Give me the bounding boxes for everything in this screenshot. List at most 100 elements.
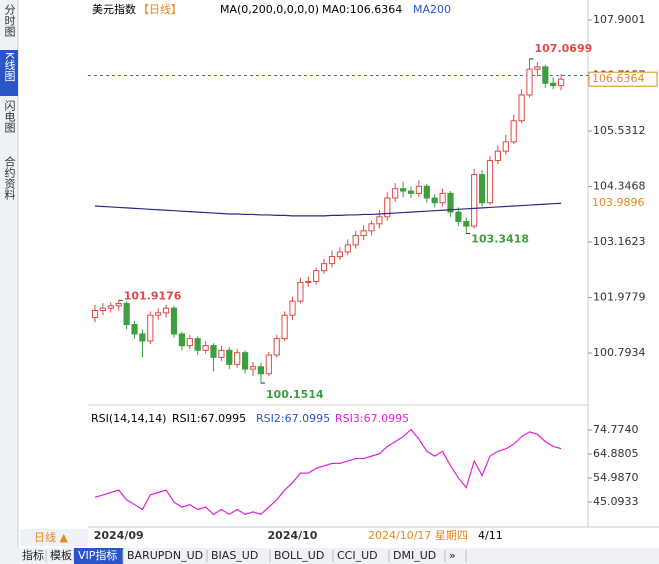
candle-body: [107, 305, 114, 309]
candle-body: [210, 345, 217, 358]
candle-body: [558, 78, 565, 87]
candle-body: [494, 150, 501, 162]
y-tick-label: 104.3468: [593, 179, 646, 192]
last-close: 106.6364: [592, 72, 645, 85]
candle-body: [147, 314, 154, 342]
candle-body: [91, 310, 99, 319]
y-tick-label: 101.9779: [593, 290, 646, 303]
rsi3: RSI3:67.0995: [335, 412, 409, 425]
annotation: 107.0699: [535, 42, 593, 55]
candle-body: [518, 94, 525, 122]
candle-body: [178, 333, 186, 347]
candle-body: [289, 300, 296, 316]
ma0: MA0:106.6364: [322, 3, 402, 16]
candle-body: [352, 235, 359, 246]
crosshair-date: 2024/10/17 星期四: [368, 529, 468, 542]
bottom-tab[interactable]: 模板: [50, 548, 72, 562]
candle-body: [423, 185, 430, 199]
bottom-tab[interactable]: VIP指标: [78, 548, 117, 562]
candle-body: [471, 174, 478, 227]
candle-body: [305, 280, 312, 283]
rsi1: RSI1:67.0995: [172, 412, 246, 425]
candle-body: [202, 345, 209, 351]
candle-body: [226, 349, 233, 365]
candle-body: [439, 192, 446, 204]
candle-body: [534, 66, 541, 70]
x-tick-label: 2024/09: [94, 529, 144, 542]
candle-body: [115, 302, 122, 307]
candle-body: [257, 366, 264, 375]
annotation: 103.3418: [471, 233, 529, 246]
last-box: [588, 71, 658, 87]
candle-body: [376, 216, 383, 225]
y-tick-label: 54.9870: [593, 471, 639, 484]
annotation: 101.9176: [124, 289, 182, 302]
candle-body: [155, 312, 162, 316]
candle-body: [407, 190, 415, 194]
candle-body: [447, 192, 454, 213]
candle-body: [328, 256, 336, 265]
y-tick-label: 105.5312: [593, 124, 646, 137]
candle-body: [526, 68, 533, 96]
y-tick-label: 100.7934: [593, 346, 646, 359]
candle-body: [360, 230, 367, 237]
candle-body: [502, 141, 509, 152]
candle-body: [400, 188, 407, 192]
bottom-tab[interactable]: »: [449, 549, 456, 562]
candle-body: [431, 197, 438, 204]
candle-body: [163, 307, 170, 314]
bottom-tab[interactable]: BOLL_UD: [274, 549, 324, 562]
tab-active: [0, 50, 18, 96]
candle-body: [336, 251, 343, 258]
period-button[interactable]: 日线 ▲: [34, 530, 68, 544]
bottom-tab[interactable]: DMI_UD: [393, 549, 436, 562]
side-tab[interactable]: 闪电图: [3, 99, 16, 134]
candle-body: [131, 324, 138, 335]
side-tab[interactable]: 合约资料: [3, 155, 16, 201]
candle-body: [139, 333, 146, 342]
side-tab[interactable]: 分时图: [3, 4, 16, 38]
y-tick-label: 107.9001: [593, 13, 646, 26]
candle-body: [550, 82, 557, 87]
bottom-tab[interactable]: BIAS_UD: [211, 549, 258, 562]
period-button-bg: [20, 529, 88, 546]
candle-body: [186, 338, 193, 347]
candle-body: [218, 349, 225, 358]
y-tick-label: 64.8805: [593, 447, 639, 460]
candle-body: [486, 160, 494, 204]
rsi-line: [94, 428, 562, 516]
candle-body: [344, 244, 351, 253]
candle-body: [123, 302, 130, 326]
candle-body: [194, 338, 201, 351]
candle-body: [542, 66, 549, 84]
side-bar: [0, 0, 18, 548]
candle-body: [455, 211, 462, 222]
candle-body: [234, 352, 241, 365]
bottom-tab[interactable]: 指标: [22, 548, 44, 562]
symbol: 美元指数: [92, 2, 136, 16]
y-tick-label: 103.1623: [593, 235, 646, 248]
ma200-line: [94, 202, 562, 217]
candle-body: [170, 307, 178, 335]
candle-body: [368, 223, 375, 232]
candle-body: [392, 188, 399, 199]
candle-body: [273, 338, 280, 356]
rsi-setting: RSI(14,14,14): [91, 412, 166, 425]
candle-body: [510, 120, 517, 143]
ma-setting: MA(0,200,0,0,0,0): [220, 3, 319, 16]
y-tick-label: 74.7740: [593, 423, 639, 436]
bottom-tab[interactable]: BARUPDN_UD: [127, 549, 203, 562]
side-tab[interactable]: K线图: [3, 52, 16, 82]
candle-body: [99, 307, 107, 312]
candle-body: [384, 197, 391, 218]
candle-body: [313, 270, 320, 282]
bottom-tab[interactable]: CCI_UD: [337, 549, 378, 562]
candle-body: [297, 281, 304, 302]
tab-active: [74, 548, 123, 564]
annotation: 100.1514: [266, 388, 324, 401]
ma200-last: 103.9896: [592, 196, 645, 209]
candle-body: [415, 185, 422, 194]
crosshair-tail: 4/11: [478, 529, 503, 542]
